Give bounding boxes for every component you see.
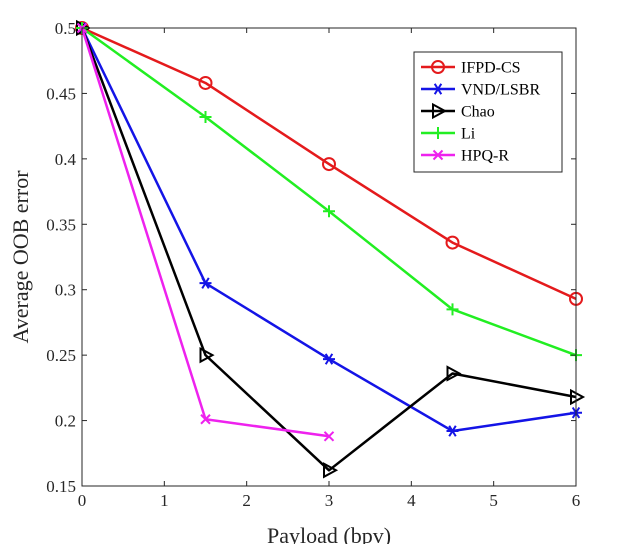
legend-swatch-marker bbox=[431, 60, 445, 74]
data-point-chao bbox=[323, 462, 339, 479]
data-point-hpq-r bbox=[200, 414, 211, 425]
series-layer bbox=[75, 19, 586, 479]
data-point-ifpd-cs bbox=[198, 75, 213, 90]
data-point-li bbox=[199, 110, 212, 123]
x-tick-label: 6 bbox=[572, 491, 581, 510]
y-tick-label: 0.15 bbox=[46, 477, 76, 496]
legend-item-chao: Chao bbox=[421, 102, 495, 121]
data-point-ifpd-cs bbox=[322, 157, 336, 172]
x-axis-title: Payload (bpv) bbox=[267, 523, 391, 544]
data-point-chao bbox=[199, 346, 215, 364]
data-point-chao bbox=[570, 388, 586, 406]
ticks-layer: 0 1 2 3 4 5 6 0.15 0.2 0.25 0.3 0.35 0.4 0.45 0.5 bbox=[46, 19, 580, 510]
legend-label: Chao bbox=[461, 104, 495, 121]
x-tick-label: 2 bbox=[242, 491, 251, 510]
y-tick-label: 0.45 bbox=[46, 84, 76, 103]
legend-item-hpq-r: HPQ-R bbox=[421, 148, 509, 165]
y-tick-label: 0.2 bbox=[55, 412, 76, 431]
series-line-ifpd-cs bbox=[81, 26, 577, 301]
x-tick-label: 1 bbox=[160, 491, 169, 510]
series-hpq-r bbox=[76, 22, 335, 442]
data-point-chao bbox=[446, 365, 462, 382]
y-tick-label: 0.4 bbox=[55, 150, 77, 169]
data-point-vnd-lsbr bbox=[199, 277, 212, 289]
y-tick-label: 0.5 bbox=[55, 19, 76, 38]
legend-label: VND/LSBR bbox=[461, 82, 540, 99]
legend-item-li: Li bbox=[421, 126, 476, 143]
data-point-li bbox=[446, 303, 459, 316]
y-tick-label: 0.35 bbox=[46, 215, 76, 234]
data-point-vnd-lsbr bbox=[323, 353, 335, 365]
y-tick-label: 0.25 bbox=[46, 346, 76, 365]
data-point-li bbox=[323, 205, 335, 218]
legend-swatch-marker bbox=[432, 127, 444, 139]
y-tick-label: 0.3 bbox=[55, 281, 76, 300]
x-tick-label: 3 bbox=[325, 491, 334, 510]
series-line-chao bbox=[80, 27, 577, 472]
x-tick-label: 0 bbox=[78, 491, 87, 510]
legend-swatch-marker bbox=[432, 102, 448, 120]
x-tick-label: 5 bbox=[489, 491, 498, 510]
legend-item-ifpd-cs: IFPD-CS bbox=[421, 60, 521, 77]
legend-label: Li bbox=[461, 126, 476, 143]
y-axis-title: Average OOB error bbox=[8, 170, 33, 344]
data-point-ifpd-cs bbox=[445, 235, 460, 250]
legend-label: HPQ-R bbox=[461, 148, 509, 165]
series-li bbox=[76, 22, 582, 362]
data-point-hpq-r bbox=[323, 431, 335, 442]
legend-swatch-marker bbox=[432, 149, 444, 161]
series-chao bbox=[76, 19, 586, 479]
x-tick-label: 4 bbox=[407, 491, 416, 510]
legend: IFPD-CS VND/LSBR Chao Li HPQ-R bbox=[413, 51, 563, 173]
data-point-vnd-lsbr bbox=[446, 425, 459, 437]
legend-label: IFPD-CS bbox=[461, 60, 521, 77]
legend-swatch-marker bbox=[432, 83, 444, 95]
legend-item-vnd-lsbr: VND/LSBR bbox=[421, 82, 540, 99]
